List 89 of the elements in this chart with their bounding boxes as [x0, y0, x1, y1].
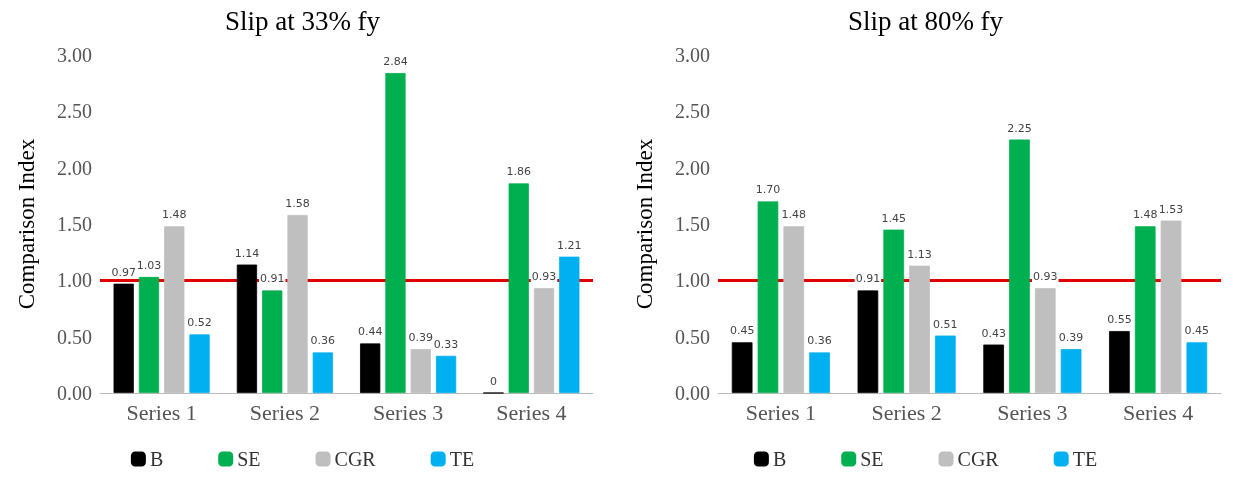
y-tick-label: 2.50 — [57, 100, 92, 123]
data-label: 2.84 — [383, 55, 408, 69]
y-tick-label: 3.00 — [675, 44, 710, 66]
data-label: 1.45 — [881, 211, 906, 225]
data-label: 0.39 — [408, 331, 434, 345]
data-label: 0.36 — [310, 334, 336, 348]
data-label: 0 — [489, 374, 497, 388]
legend-label: CGR — [957, 448, 1000, 470]
chart-title: Slip at 80% fy — [847, 5, 1004, 36]
data-label: 0.51 — [933, 317, 958, 331]
data-label: 0.91 — [259, 272, 285, 286]
y-tick-label: 0.50 — [675, 325, 710, 348]
bar — [385, 73, 406, 393]
data-label: 1.53 — [1158, 202, 1184, 216]
data-label: 0.44 — [357, 325, 383, 339]
y-tick-label: 1.50 — [675, 213, 710, 235]
bar — [809, 352, 830, 393]
x-tick-label: Series 3 — [997, 399, 1068, 425]
legend-label: SE — [237, 448, 261, 470]
y-tick-label: 0.00 — [675, 382, 710, 404]
data-label: 0.91 — [855, 272, 881, 286]
bar — [236, 264, 258, 393]
data-label: 1.86 — [506, 165, 531, 179]
x-tick-label: Series 1 — [126, 399, 197, 425]
bar — [983, 344, 1004, 393]
chart-title: Slip at 33% fy — [224, 5, 381, 36]
data-label: 1.70 — [755, 183, 781, 197]
data-label: 0.33 — [433, 337, 459, 351]
y-axis-title: Comparison Index — [632, 138, 657, 310]
y-tick-label: 0.50 — [57, 325, 92, 348]
y-tick-label: 2.00 — [57, 156, 92, 179]
bar — [1186, 342, 1208, 393]
data-label: 0.43 — [981, 326, 1006, 340]
bar — [559, 256, 580, 393]
x-tick-label: Series 4 — [496, 399, 567, 425]
data-label: 1.13 — [907, 247, 932, 261]
data-label: 1.48 — [1132, 208, 1158, 222]
bar — [731, 342, 753, 393]
data-label: 1.48 — [162, 208, 187, 222]
bar — [360, 343, 381, 393]
legend-label: SE — [860, 448, 884, 470]
legend-label: TE — [449, 448, 475, 470]
bar — [857, 290, 879, 393]
bar — [138, 276, 160, 393]
data-label: 1.14 — [234, 246, 260, 260]
x-tick-label: Series 3 — [372, 399, 444, 425]
bar — [508, 183, 529, 393]
y-tick-label: 1.00 — [57, 269, 92, 292]
y-tick-label: 3.00 — [57, 44, 92, 66]
legend-label: TE — [1072, 448, 1098, 470]
y-axis-title: Comparison Index — [14, 138, 39, 310]
bar — [935, 335, 956, 393]
data-label: 0.55 — [1107, 313, 1132, 327]
y-tick-label: 2.00 — [675, 156, 710, 179]
data-label: 0.39 — [1058, 331, 1084, 345]
data-label: 1.03 — [136, 258, 162, 272]
data-label: 1.21 — [557, 238, 582, 252]
data-label: 1.58 — [285, 196, 310, 210]
bar — [1060, 349, 1082, 393]
y-tick-label: 0.00 — [57, 382, 92, 404]
data-label: 0.45 — [729, 324, 755, 338]
data-label: 0.45 — [1184, 324, 1210, 338]
bar — [312, 352, 333, 393]
x-tick-label: Series 1 — [745, 399, 817, 425]
bar — [1109, 331, 1130, 393]
x-tick-label: Series 4 — [1122, 399, 1194, 425]
bar — [883, 229, 905, 393]
data-label: 0.36 — [807, 334, 832, 348]
bar — [262, 290, 283, 393]
bar — [113, 283, 134, 393]
data-label: 2.25 — [1007, 121, 1032, 135]
bar — [757, 201, 779, 393]
data-label: 0.52 — [187, 316, 212, 330]
x-tick-label: Series 2 — [249, 399, 321, 425]
y-tick-label: 2.50 — [675, 100, 710, 123]
legend-label: B — [772, 448, 787, 470]
y-tick-label: 1.50 — [57, 213, 92, 235]
y-tick-label: 1.00 — [675, 269, 710, 292]
data-label: 0.93 — [531, 270, 557, 284]
bar — [435, 355, 457, 393]
data-label: 0.93 — [1033, 270, 1058, 284]
x-tick-label: Series 2 — [871, 399, 942, 425]
legend-label: B — [149, 448, 164, 470]
bar — [1134, 226, 1156, 393]
legend-label: CGR — [334, 448, 377, 470]
bar — [1009, 139, 1030, 393]
bar — [189, 334, 210, 393]
data-label: 0.97 — [111, 265, 136, 279]
data-label: 1.48 — [781, 208, 807, 222]
